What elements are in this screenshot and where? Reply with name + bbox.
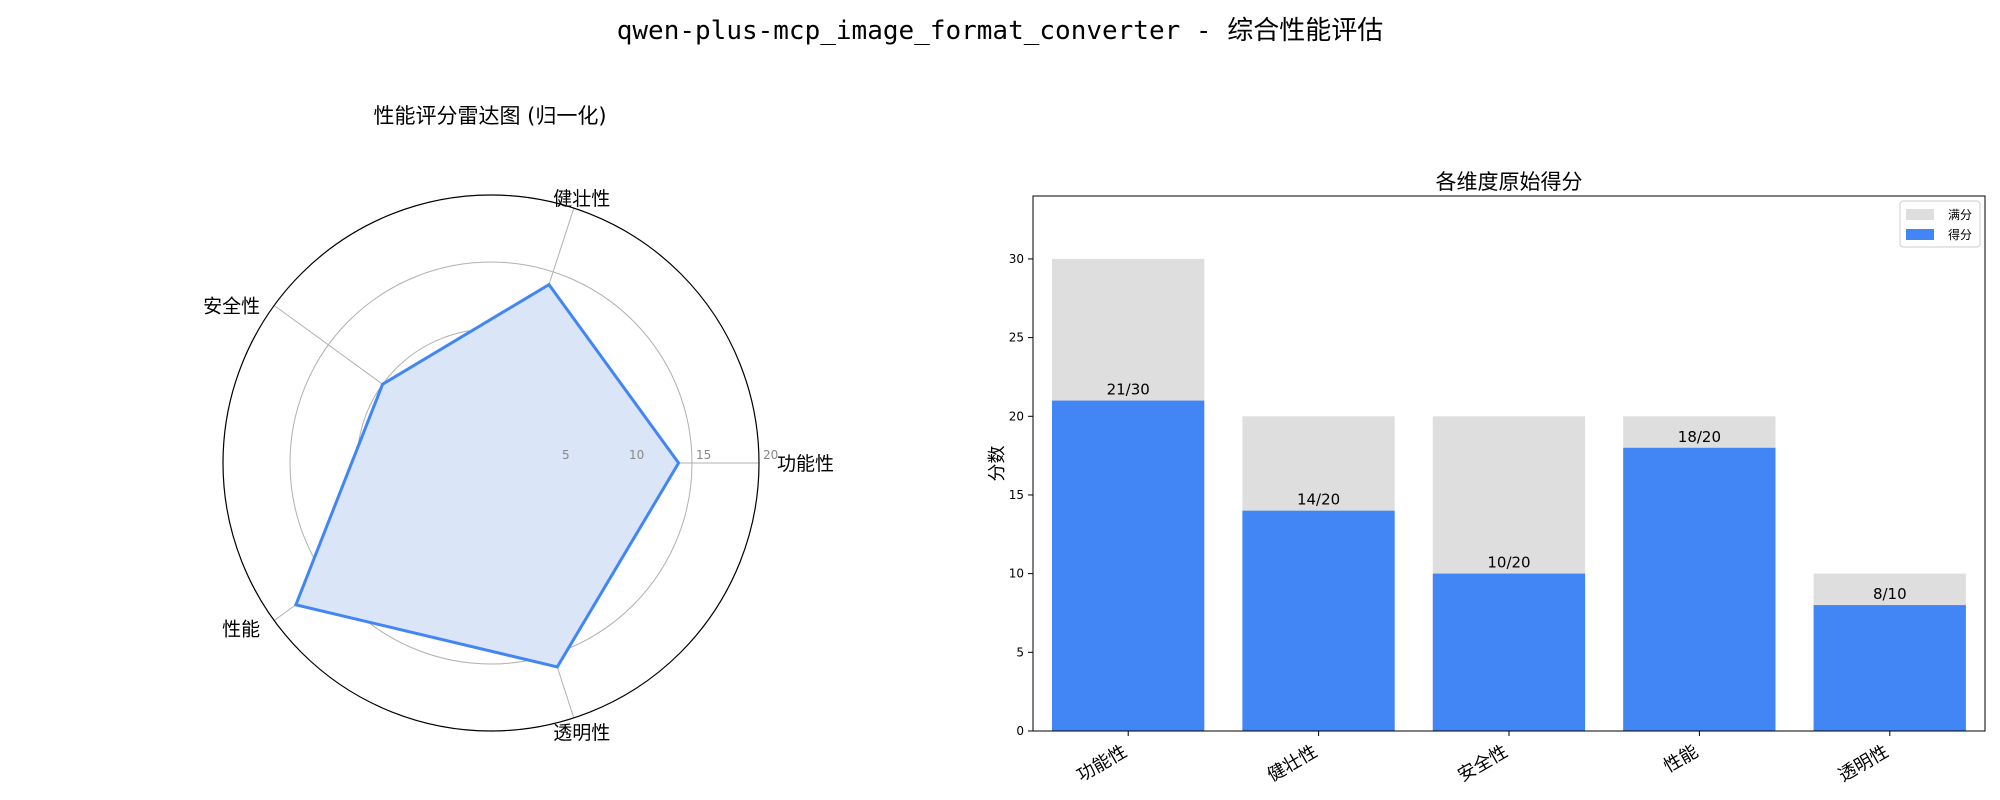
radar-axis-label: 安全性	[203, 295, 260, 317]
bar-score	[1432, 573, 1586, 731]
legend-swatch	[1906, 229, 1934, 240]
legend-swatch	[1906, 209, 1934, 220]
x-tick-label: 安全性	[1454, 741, 1511, 786]
x-tick-label: 性能	[1660, 741, 1702, 777]
y-tick-label: 0	[1016, 724, 1024, 738]
y-tick-label: 25	[1009, 331, 1024, 345]
radar-series-line	[293, 282, 681, 669]
bar-data-label: 10/20	[1487, 554, 1530, 572]
radar-r-tick-label: 10	[629, 448, 644, 462]
radar-axis-label: 透明性	[553, 722, 610, 744]
legend-label: 得分	[1948, 227, 1972, 242]
x-tick-label: 功能性	[1073, 741, 1130, 786]
figure-title: qwen-plus-mcp_image_format_converter - 综…	[616, 16, 1384, 46]
radar-outer-frame	[222, 194, 760, 732]
radar-chart-title: 性能评分雷达图 (归一化)	[373, 104, 607, 128]
x-tick-label: 健壮性	[1264, 741, 1321, 786]
radar-axis-label: 功能性	[777, 453, 834, 475]
bar-score	[1813, 605, 1966, 731]
radar-r-tick-label: 15	[696, 448, 711, 462]
y-tick-label: 30	[1009, 252, 1024, 266]
bar-data-label: 18/20	[1678, 428, 1721, 446]
radar-r-tick-label: 20	[763, 448, 778, 462]
bar-score	[1052, 400, 1205, 731]
bar-score	[1623, 447, 1776, 731]
radar-r-tick-label: 5	[562, 448, 570, 462]
bar-data-label: 14/20	[1297, 491, 1340, 509]
y-tick-label: 10	[1009, 567, 1024, 581]
radar-axis-label: 健壮性	[553, 188, 610, 210]
bar-data-label: 21/30	[1107, 381, 1150, 399]
y-tick-label: 15	[1009, 488, 1024, 502]
bar-chart-title: 各维度原始得分	[1435, 170, 1583, 194]
radar-axis-label: 性能	[222, 619, 260, 641]
y-axis-label: 分数	[987, 446, 1008, 482]
x-tick-label: 透明性	[1835, 741, 1892, 786]
y-tick-label: 20	[1009, 409, 1024, 423]
y-tick-label: 5	[1016, 645, 1024, 659]
bar-score	[1242, 510, 1395, 731]
bar-data-label: 8/10	[1873, 585, 1907, 603]
legend-label: 满分	[1948, 208, 1972, 222]
